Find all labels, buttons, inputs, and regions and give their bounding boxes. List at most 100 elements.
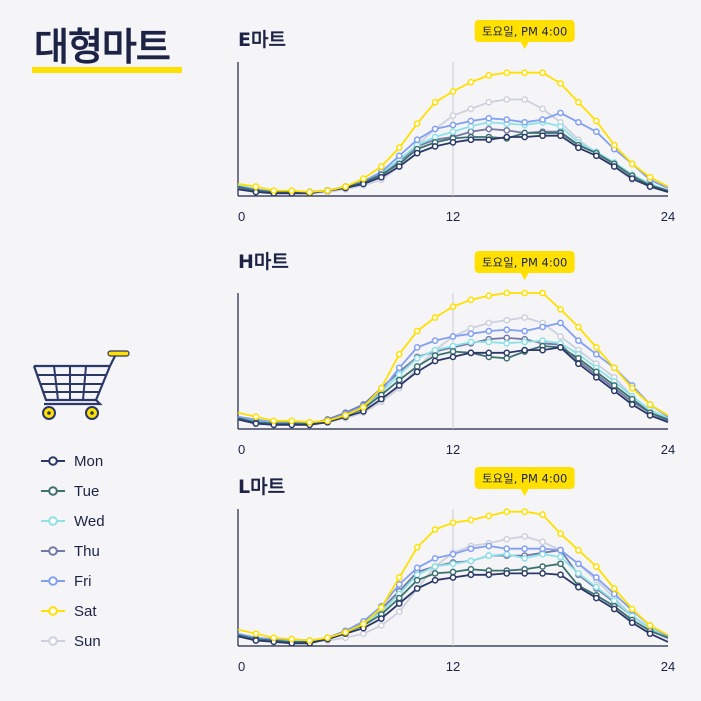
data-point (592, 563, 600, 570)
data-point (288, 635, 296, 643)
data-point (575, 546, 582, 554)
data-point (557, 553, 564, 561)
data-point (270, 417, 278, 425)
data-point (395, 163, 403, 170)
data-point (592, 117, 600, 125)
data-point (485, 571, 493, 579)
data-point (646, 630, 654, 638)
data-point (485, 552, 493, 559)
data-point (377, 395, 385, 403)
data-point (557, 80, 564, 87)
data-point (521, 314, 529, 321)
data-point (431, 125, 439, 133)
data-point (360, 620, 367, 628)
data-point (431, 576, 439, 584)
data-point (413, 363, 421, 370)
data-point (575, 118, 582, 126)
data-point (539, 550, 546, 558)
data-point (324, 187, 331, 194)
legend-item-tue: Tue (40, 476, 105, 506)
data-point (467, 78, 475, 86)
data-point (628, 395, 636, 403)
x-tick-label: 12 (446, 209, 460, 224)
data-point (252, 420, 260, 427)
chart-title: L마트 (238, 476, 285, 498)
data-point (503, 349, 511, 357)
data-point (342, 628, 349, 636)
data-point (449, 112, 457, 119)
data-point (252, 413, 260, 421)
data-point (324, 634, 331, 642)
shopping-cart-icon (32, 350, 130, 420)
data-point (646, 183, 654, 190)
data-point (610, 364, 618, 372)
data-point (503, 570, 511, 577)
data-point (413, 585, 421, 592)
legend-label: Fri (74, 572, 92, 590)
data-point (324, 417, 331, 425)
data-point (431, 352, 439, 359)
data-point (539, 538, 546, 546)
data-point (503, 334, 511, 342)
data-point (431, 346, 439, 354)
data-point (467, 516, 475, 524)
data-point (467, 338, 475, 346)
data-point (521, 96, 529, 103)
data-point (521, 327, 529, 335)
x-tick-label: 24 (661, 209, 675, 224)
data-point (575, 570, 582, 577)
data-point (377, 622, 385, 629)
data-point (431, 98, 439, 106)
data-point (592, 594, 600, 602)
data-point (467, 128, 475, 136)
x-tick-label: 0 (238, 442, 245, 457)
x-tick-label: 12 (446, 659, 460, 674)
data-point (485, 512, 493, 520)
legend-item-wed: Wed (40, 506, 105, 536)
data-point (467, 325, 475, 332)
data-point (270, 187, 278, 194)
data-point (539, 289, 546, 297)
data-point (449, 560, 457, 568)
chart-title: E마트 (238, 29, 286, 51)
data-point (521, 338, 529, 346)
data-point (449, 139, 457, 146)
data-point (646, 412, 654, 419)
data-point (610, 597, 618, 605)
data-point (431, 563, 439, 570)
tooltip-pointer (520, 42, 529, 49)
data-point (485, 98, 493, 106)
data-point (503, 326, 511, 334)
data-point (503, 545, 511, 553)
chart-title: H마트 (238, 251, 289, 273)
data-point (360, 403, 367, 411)
data-point (575, 560, 582, 568)
data-point (592, 373, 600, 381)
legend: Mon Tue Wed Thu Fri Sat Sun (40, 446, 105, 656)
data-point (449, 342, 457, 350)
data-point (646, 401, 654, 408)
data-point (521, 289, 529, 297)
data-point (413, 576, 421, 584)
legend-item-thu: Thu (40, 536, 105, 566)
data-point (485, 542, 493, 550)
data-point (449, 88, 457, 95)
data-point (413, 136, 421, 144)
data-point (503, 535, 511, 543)
data-point (342, 412, 349, 419)
data-point (449, 353, 457, 361)
data-point (485, 136, 493, 144)
data-point (485, 125, 493, 133)
data-point (503, 69, 511, 77)
data-point (485, 114, 493, 122)
data-point (539, 511, 546, 518)
data-point (610, 141, 618, 149)
data-point (270, 634, 278, 642)
data-point (646, 173, 654, 181)
series-sat (237, 69, 669, 196)
data-point (557, 560, 564, 568)
data-point (503, 126, 511, 134)
tooltip: 토요일, PM 4:00 (474, 467, 575, 496)
tooltip: 토요일, PM 4:00 (474, 251, 575, 280)
